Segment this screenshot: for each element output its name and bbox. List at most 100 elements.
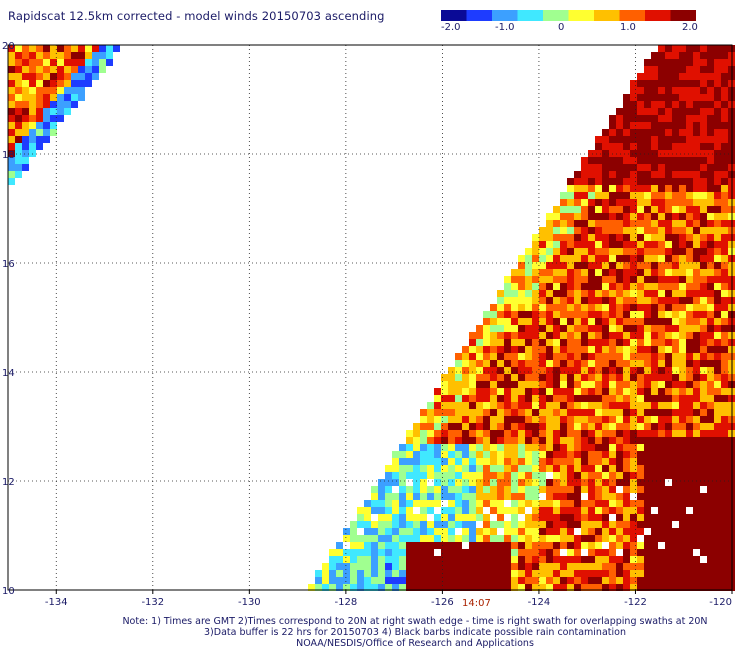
data-cell (441, 570, 448, 577)
data-cell (560, 563, 567, 570)
data-cell (679, 423, 686, 430)
data-cell (78, 66, 85, 73)
data-cell (693, 143, 700, 150)
data-cell (525, 472, 532, 479)
data-cell (665, 164, 672, 171)
data-cell (588, 283, 595, 290)
data-cell (546, 367, 553, 374)
colorbar-segment (664, 10, 672, 21)
data-cell (553, 577, 560, 584)
data-cell (43, 122, 50, 129)
data-cell (448, 542, 455, 549)
data-cell (665, 472, 672, 479)
data-cell (630, 346, 637, 353)
data-cell (686, 472, 693, 479)
data-cell (651, 234, 658, 241)
data-cell (721, 80, 728, 87)
data-cell (658, 507, 665, 514)
data-cell (651, 185, 658, 192)
data-cell (560, 381, 567, 388)
data-cell (469, 577, 476, 584)
data-cell (672, 262, 679, 269)
data-cell (665, 542, 672, 549)
data-cell (574, 220, 581, 227)
data-cell (8, 136, 15, 143)
data-cell (483, 339, 490, 346)
data-cell (651, 178, 658, 185)
data-cell (420, 563, 427, 570)
data-cell (602, 416, 609, 423)
data-cell (441, 563, 448, 570)
data-cell (714, 304, 721, 311)
data-cell (630, 213, 637, 220)
data-cell (497, 409, 504, 416)
data-cell (581, 241, 588, 248)
data-cell (553, 563, 560, 570)
colorbar-segment (581, 10, 589, 21)
data-cell (469, 444, 476, 451)
data-cell (686, 66, 693, 73)
data-cell (560, 213, 567, 220)
data-cell (721, 465, 728, 472)
data-cell (721, 493, 728, 500)
data-cell (469, 486, 476, 493)
data-cell (602, 164, 609, 171)
data-cell (22, 150, 29, 157)
data-cell (595, 437, 602, 444)
data-cell (532, 577, 539, 584)
data-cell (22, 157, 29, 164)
data-cell (364, 528, 371, 535)
data-cell (714, 472, 721, 479)
data-cell (497, 381, 504, 388)
data-cell (623, 213, 630, 220)
data-cell (602, 430, 609, 437)
data-cell (581, 584, 588, 591)
data-cell (630, 430, 637, 437)
data-cell (609, 262, 616, 269)
data-cell (539, 444, 546, 451)
data-cell (588, 248, 595, 255)
data-cell (609, 374, 616, 381)
data-cell (651, 542, 658, 549)
data-cell (8, 171, 15, 178)
data-cell (623, 262, 630, 269)
data-cell (36, 129, 43, 136)
data-cell (679, 129, 686, 136)
data-cell (637, 465, 644, 472)
data-cell (609, 353, 616, 360)
data-cell (420, 507, 427, 514)
data-cell (693, 129, 700, 136)
data-cell (392, 479, 399, 486)
data-cell (399, 584, 406, 591)
data-cell (490, 486, 497, 493)
data-cell (392, 584, 399, 591)
data-cell (560, 206, 567, 213)
data-cell (71, 87, 78, 94)
data-cell (525, 430, 532, 437)
data-cell (651, 304, 658, 311)
data-cell (490, 528, 497, 535)
data-cell (441, 556, 448, 563)
data-cell (406, 535, 413, 542)
data-cell (686, 122, 693, 129)
data-cell (672, 451, 679, 458)
data-cell (392, 500, 399, 507)
data-cell (588, 444, 595, 451)
lat-tick-label: 10 (2, 586, 15, 597)
data-cell (651, 290, 658, 297)
data-cell (504, 381, 511, 388)
data-cell (567, 346, 574, 353)
data-cell (511, 430, 518, 437)
data-cell (378, 500, 385, 507)
data-cell (644, 556, 651, 563)
data-cell (399, 563, 406, 570)
data-cell (651, 171, 658, 178)
data-cell (721, 556, 728, 563)
data-cell (623, 549, 630, 556)
data-cell (546, 486, 553, 493)
data-cell (469, 332, 476, 339)
data-cell (693, 66, 700, 73)
data-cell (511, 535, 518, 542)
data-cell (539, 255, 546, 262)
data-cell (78, 73, 85, 80)
